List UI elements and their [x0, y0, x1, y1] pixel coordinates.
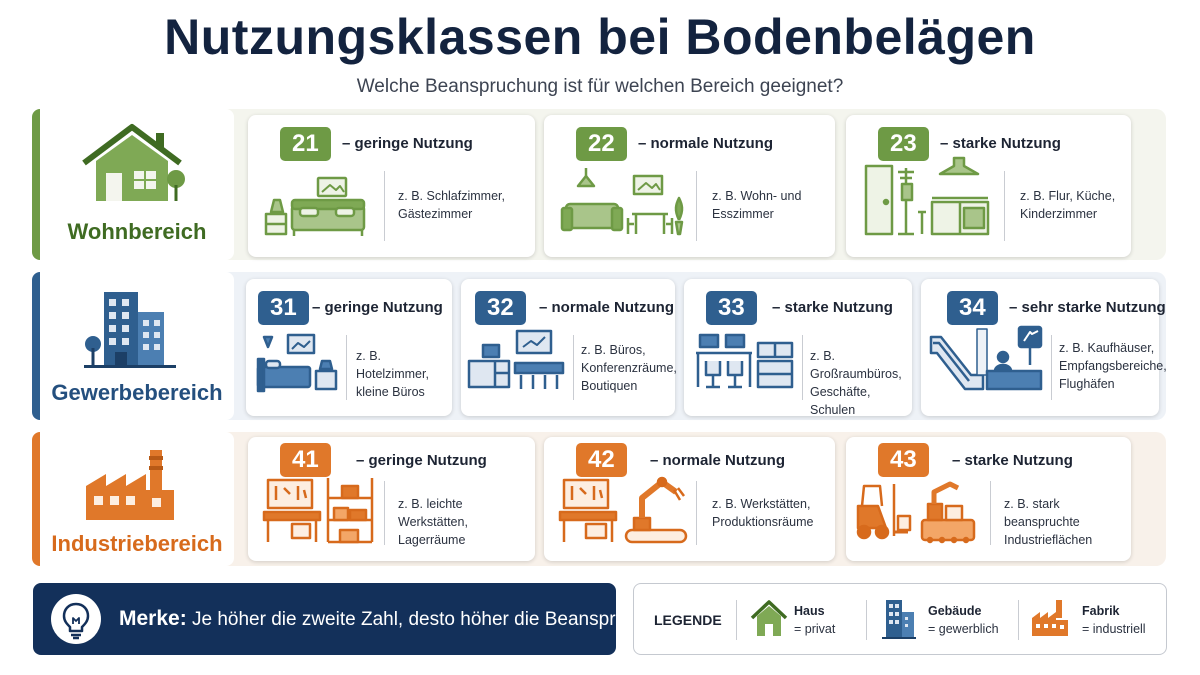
class-card-41: 41 – geringe Nutzung z. B. leichte Werks… — [248, 437, 535, 561]
examples-text: z. B. Büros, Konferenzräume, Boutiquen — [581, 343, 677, 393]
class-number-badge: 43 — [878, 443, 929, 477]
category-wohnbereich: Wohnbereich — [32, 109, 234, 260]
card-divider — [802, 335, 803, 400]
class-number-badge: 32 — [475, 291, 526, 325]
examples-text: z. B. Kaufhäuser, Empfangsbereiche, Flughä… — [1059, 341, 1167, 391]
living-room-icon — [558, 168, 688, 243]
legend-item-name: Haus — [794, 604, 825, 618]
legend-item-value: = gewerblich — [928, 622, 999, 636]
usage-label: – geringe Nutzung — [356, 452, 487, 469]
examples-text: z. B. Wohn- und Esszimmer — [712, 189, 802, 221]
escalator-airport-icon — [929, 323, 1045, 398]
usage-label: – geringe Nutzung — [342, 135, 473, 152]
class-number-badge: 42 — [576, 443, 627, 477]
factory-icon — [32, 444, 234, 524]
class-card-21: 21 – geringe Nutzung z. B. Schlafzimmer,… — [248, 115, 535, 257]
workbench-robot-icon — [558, 474, 690, 549]
class-number-badge: 34 — [947, 291, 998, 325]
examples-text: z. B. stark beanspruchte Industrieflächen — [1004, 497, 1093, 547]
card-divider — [384, 171, 385, 241]
card-divider — [384, 481, 385, 545]
legend-item-name: Fabrik — [1082, 604, 1120, 618]
examples-text: z. B. Schlafzimmer, Gästezimmer — [398, 189, 505, 221]
usage-label: – starke Nutzung — [772, 299, 893, 316]
bedroom-icon — [262, 174, 372, 243]
class-number-badge: 21 — [280, 127, 331, 161]
house-icon — [750, 598, 788, 643]
class-card-32: 32 – normale Nutzung z. B. Büros, Konfere… — [461, 279, 677, 416]
class-card-22: 22 – normale Nutzung z. B. Wohn- und Essz… — [544, 115, 835, 257]
legend-divider — [736, 600, 737, 640]
card-divider — [990, 481, 991, 545]
card-divider — [696, 171, 697, 241]
legend-divider — [866, 600, 867, 640]
legend: LEGENDE Haus = privat Gebäude = gewerbli… — [633, 583, 1167, 655]
class-number-badge: 33 — [706, 291, 757, 325]
class-card-23: 23 – starke Nutzung z. B. Flur, Küche, Ki… — [846, 115, 1131, 257]
examples-text: z. B. Flur, Küche, Kinderzimmer — [1020, 189, 1116, 221]
category-label: Gewerbebereich — [51, 380, 223, 405]
card-divider — [1004, 171, 1005, 241]
examples-text: z. B. Werkstätten, Produktionsräume — [712, 497, 814, 529]
legend-item-name: Gebäude — [928, 604, 982, 618]
usage-label: – normale Nutzung — [539, 299, 675, 316]
category-label: Industriebereich — [51, 531, 223, 556]
legend-title: LEGENDE — [654, 612, 722, 628]
class-card-42: 42 – normale Nutzung z. B. Werkstätten, P… — [544, 437, 835, 561]
class-number-badge: 41 — [280, 443, 331, 477]
hallway-kitchen-icon — [860, 156, 992, 243]
class-number-badge: 23 — [878, 127, 929, 161]
card-divider — [346, 335, 347, 400]
examples-text: z. B. Hotelzimmer, kleine Büros — [356, 349, 429, 399]
class-card-34: 34 – sehr starke Nutzung z. B. Kaufhäuse… — [921, 279, 1167, 416]
category-stripe — [32, 109, 40, 260]
lightbulb-icon — [51, 594, 101, 644]
card-divider — [696, 481, 697, 545]
page-title: Nutzungsklassen bei Bodenbelägen — [164, 9, 1036, 65]
building-icon — [32, 284, 234, 370]
card-divider — [1051, 335, 1052, 400]
legend-item-value: = industriell — [1082, 622, 1146, 636]
class-card-33: 33 – starke Nutzung z. B. Großraumbüros,… — [684, 279, 912, 417]
usage-label: – sehr starke Nutzung — [1009, 299, 1166, 316]
house-icon — [32, 121, 234, 207]
examples-text: z. B. Großraumbüros, Geschäfte, Schulen — [810, 349, 902, 417]
examples-text: z. B. leichte Werkstätten, Lagerräume — [398, 497, 468, 547]
legend-divider — [1018, 600, 1019, 640]
factory-icon — [1030, 598, 1070, 643]
usage-label: – normale Nutzung — [650, 452, 786, 469]
hotel-room-icon — [254, 331, 344, 398]
forklift-machine-icon — [854, 478, 978, 549]
usage-label: – starke Nutzung — [952, 452, 1073, 469]
office-icon — [467, 327, 567, 398]
workbench-shelf-icon — [262, 474, 378, 549]
card-divider — [573, 335, 574, 400]
class-number-badge: 31 — [258, 291, 309, 325]
class-number-badge: 22 — [576, 127, 627, 161]
open-office-icon — [694, 327, 798, 398]
class-card-43: 43 – starke Nutzung z. B. stark beanspru… — [846, 437, 1131, 561]
merke-text: Merke: Je höher die zweite Zahl, desto h… — [119, 607, 684, 630]
usage-label: – starke Nutzung — [940, 135, 1061, 152]
usage-label: – geringe Nutzung — [312, 299, 443, 316]
class-card-31: 31 – geringe Nutzung z. B. Hotelzimmer, k… — [246, 279, 452, 416]
category-stripe — [32, 432, 40, 566]
category-stripe — [32, 272, 40, 420]
usage-label: – normale Nutzung — [638, 135, 774, 152]
merke-box: Merke: Je höher die zweite Zahl, desto h… — [33, 583, 683, 655]
page-subtitle: Welche Beanspruchung ist für welchen Ber… — [356, 76, 844, 97]
category-gewerbebereich: Gewerbebereich — [32, 272, 234, 420]
building-icon — [880, 598, 918, 645]
category-label: Wohnbereich — [67, 219, 207, 244]
legend-item-value: = privat — [794, 622, 836, 636]
category-industriebereich: Industriebereich — [32, 432, 234, 566]
